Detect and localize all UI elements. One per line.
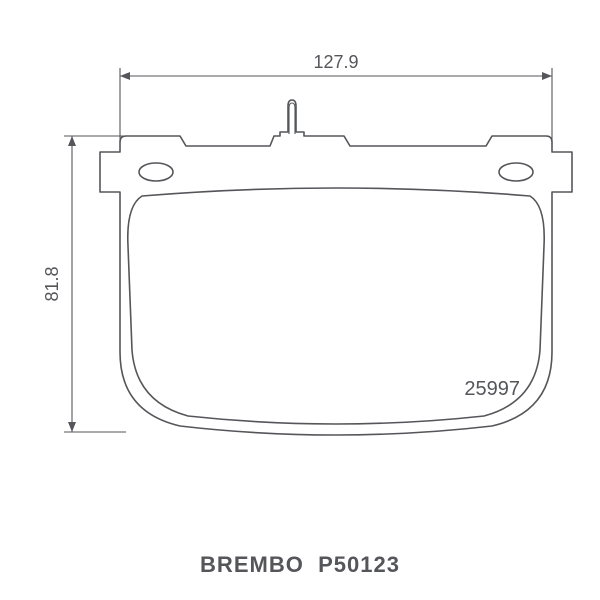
diagram-stage: 127.9 81.8 25997 bbox=[0, 0, 600, 600]
brand-label: BREMBO bbox=[200, 552, 304, 578]
svg-text:127.9: 127.9 bbox=[313, 52, 358, 72]
part-number: 25997 bbox=[464, 378, 520, 400]
caption: BREMBO P50123 bbox=[0, 552, 600, 578]
brake-pad-drawing: 127.9 81.8 25997 bbox=[0, 0, 600, 600]
product-code: P50123 bbox=[318, 552, 400, 578]
svg-text:81.8: 81.8 bbox=[42, 266, 62, 301]
